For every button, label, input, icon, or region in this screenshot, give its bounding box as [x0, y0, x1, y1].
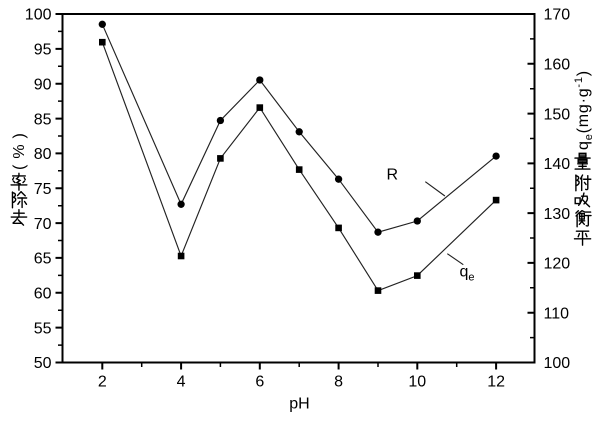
svg-text:140: 140	[544, 156, 571, 173]
svg-text:65: 65	[34, 251, 52, 268]
svg-text:85: 85	[34, 111, 52, 128]
svg-text:100: 100	[25, 7, 52, 24]
svg-text:130: 130	[544, 206, 571, 223]
svg-text:(%): (%)	[11, 127, 28, 170]
svg-text:160: 160	[544, 57, 571, 74]
svg-text:pH: pH	[289, 396, 309, 413]
svg-text:80: 80	[34, 146, 52, 163]
svg-text:120: 120	[544, 256, 571, 273]
svg-text:R: R	[387, 167, 399, 184]
svg-text:95: 95	[34, 42, 52, 59]
svg-text:10: 10	[408, 374, 426, 391]
svg-text:60: 60	[34, 286, 52, 303]
svg-text:50: 50	[34, 355, 52, 372]
svg-text:2: 2	[98, 374, 107, 391]
svg-text:110: 110	[544, 305, 570, 322]
svg-text:8: 8	[334, 374, 343, 391]
svg-text:100: 100	[544, 355, 571, 372]
svg-text:4: 4	[177, 374, 186, 391]
svg-text:170: 170	[544, 7, 571, 24]
svg-text:6: 6	[255, 374, 264, 391]
svg-text:12: 12	[487, 374, 505, 391]
svg-text:75: 75	[34, 181, 52, 198]
svg-text:90: 90	[34, 76, 52, 93]
svg-text:55: 55	[34, 320, 52, 337]
svg-text:70: 70	[34, 216, 52, 233]
svg-text:150: 150	[544, 106, 571, 123]
svg-text:qe(mg·g-1): qe(mg·g-1)	[573, 70, 595, 150]
